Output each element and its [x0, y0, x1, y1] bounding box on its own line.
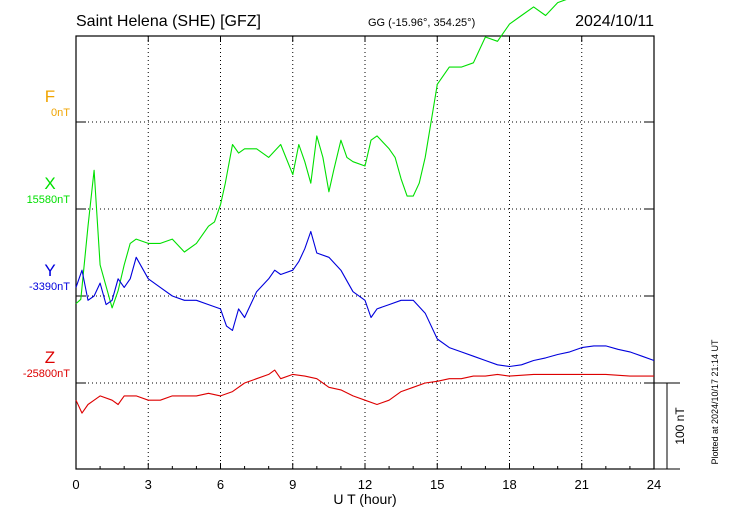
x-axis-label: U T (hour) — [333, 491, 396, 507]
x-tick-label: 9 — [289, 477, 296, 492]
series-line-x — [75, 0, 567, 309]
x-tick-label: 6 — [217, 477, 224, 492]
component-baseline-y: -3390nT — [29, 281, 70, 293]
plot-frame — [75, 35, 655, 470]
chart-date: 2024/10/11 — [575, 13, 654, 30]
x-tick-label: 21 — [575, 477, 589, 492]
component-name-x: X — [44, 174, 55, 193]
plotted-timestamp: Plotted at 2024/10/17 21:14 UT — [710, 339, 720, 465]
series-line-y — [75, 230, 655, 368]
x-tick-label: 15 — [430, 477, 444, 492]
x-tick-label: 24 — [647, 477, 661, 492]
scale-label: 100 nT — [673, 407, 687, 445]
x-tick-label: 3 — [145, 477, 152, 492]
component-name-z: Z — [45, 348, 55, 367]
x-tick-label: 18 — [502, 477, 516, 492]
component-name-f: F — [45, 87, 55, 106]
component-name-y: Y — [44, 261, 55, 280]
series-line-z — [75, 369, 654, 414]
component-baseline-f: 0nT — [51, 107, 70, 119]
series-group — [75, 0, 655, 414]
grid — [76, 36, 654, 469]
component-baseline-z: -25800nT — [23, 368, 70, 380]
scale-bar: 100 nT — [654, 382, 687, 470]
x-tick-label: 12 — [358, 477, 372, 492]
x-tick-label: 0 — [72, 477, 79, 492]
station-coords: GG (-15.96°, 354.25°) — [368, 17, 475, 29]
x-axis-ticks: 0 3 6 9 12 15 18 21 24 — [72, 36, 661, 492]
station-title: Saint Helena (SHE) [GFZ] — [76, 13, 261, 30]
component-baseline-x: 15580nT — [27, 194, 71, 206]
